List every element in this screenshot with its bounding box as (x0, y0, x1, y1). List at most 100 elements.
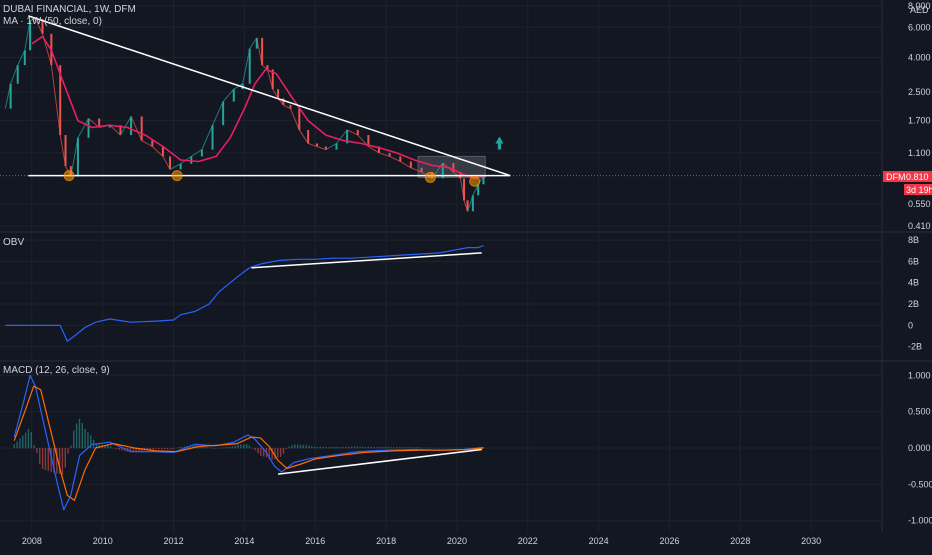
indicator-tick-label: -2B (908, 342, 922, 352)
macd-indicator-label[interactable]: MACD (12, 26, close, 9) (3, 365, 110, 376)
x-tick-label: 2020 (447, 536, 467, 546)
macd-histogram-bar (294, 444, 295, 448)
price-tick-label: 1.100 (908, 148, 931, 158)
macd-histogram-bar (342, 447, 343, 448)
x-tick-label: 2030 (801, 536, 821, 546)
macd-histogram-bar (354, 447, 355, 449)
macd-histogram-bar (422, 448, 423, 449)
macd-histogram-bar (240, 445, 241, 449)
macd-histogram-bar (39, 448, 40, 464)
macd-histogram-bar (70, 445, 71, 448)
macd-histogram-bar (399, 447, 400, 448)
macd-histogram-bar (76, 423, 77, 448)
price-tick-label: 4.000 (908, 52, 931, 62)
price-tag-symbol: DFM (886, 172, 906, 182)
macd-histogram-bar (36, 448, 37, 453)
indicator-tick-label: 8B (908, 235, 919, 245)
macd-histogram-bar (73, 431, 74, 449)
macd-histogram-bar (252, 448, 253, 449)
indicator-tick-label: 2B (908, 299, 919, 309)
macd-histogram-bar (388, 447, 389, 448)
macd-histogram-bar (331, 447, 332, 448)
macd-histogram-bar (249, 446, 250, 449)
macd-histogram-bar (407, 447, 408, 448)
macd-histogram-bar (226, 447, 227, 448)
obv-indicator-label[interactable]: OBV (3, 237, 24, 248)
pivot-marker[interactable] (425, 172, 435, 182)
x-tick-label: 2022 (518, 536, 538, 546)
macd-histogram-bar (164, 448, 165, 449)
macd-histogram-bar (215, 448, 216, 449)
macd-histogram-bar (413, 447, 414, 448)
macd-histogram-bar (283, 448, 284, 454)
macd-histogram-bar (14, 444, 15, 448)
macd-histogram-bar (48, 448, 49, 471)
macd-histogram-bar (410, 447, 411, 448)
pivot-marker[interactable] (172, 171, 182, 181)
macd-histogram-bar (334, 447, 335, 448)
indicator-tick-label: 0 (908, 320, 913, 330)
macd-histogram-bar (405, 447, 406, 448)
macd-histogram-bar (229, 447, 230, 449)
ma-indicator-label[interactable]: MA · 1W (50, close, 0) (3, 16, 102, 27)
pivot-marker[interactable] (470, 176, 480, 186)
macd-histogram-bar (396, 447, 397, 448)
x-tick-label: 2028 (730, 536, 750, 546)
price-tick-label: 6.000 (908, 22, 931, 32)
macd-histogram-bar (19, 439, 20, 449)
price-tick-label: 2.500 (908, 87, 931, 97)
macd-histogram-bar (118, 448, 119, 450)
macd-histogram-bar (300, 445, 301, 449)
macd-histogram-bar (382, 447, 383, 448)
macd-histogram-bar (337, 447, 338, 448)
macd-histogram-bar (308, 446, 309, 449)
macd-histogram-bar (16, 441, 17, 448)
macd-histogram-bar (257, 448, 258, 453)
macd-histogram-bar (33, 445, 34, 448)
macd-histogram-bar (402, 447, 403, 448)
macd-histogram-bar (116, 448, 117, 449)
macd-histogram-bar (419, 447, 420, 448)
macd-histogram-bar (84, 429, 85, 449)
macd-histogram-bar (31, 432, 32, 448)
macd-histogram-bar (317, 447, 318, 448)
macd-histogram-bar (376, 447, 377, 448)
macd-histogram-bar (368, 447, 369, 448)
macd-histogram-bar (339, 447, 340, 448)
macd-histogram-bar (206, 447, 207, 448)
macd-histogram-bar (152, 448, 153, 449)
macd-histogram-bar (42, 448, 43, 469)
macd-histogram-bar (424, 448, 425, 449)
macd-histogram-bar (280, 448, 281, 457)
symbol-title[interactable]: DUBAI FINANCIAL, 1W, DFM (3, 4, 136, 15)
price-tick-label: 0.550 (908, 199, 931, 209)
macd-histogram-bar (467, 448, 468, 449)
indicator-tick-label: 4B (908, 278, 919, 288)
currency-label: AED (910, 5, 929, 15)
macd-histogram-bar (320, 447, 321, 448)
macd-histogram-bar (167, 448, 168, 449)
x-tick-label: 2018 (376, 536, 396, 546)
macd-histogram-bar (223, 447, 224, 448)
macd-histogram-bar (322, 447, 323, 448)
price-tag-value: 0.810 (906, 172, 929, 182)
macd-histogram-bar (427, 448, 428, 449)
macd-histogram-bar (291, 445, 292, 448)
indicator-tick-label: -1.000 (908, 516, 932, 526)
pivot-marker[interactable] (64, 171, 74, 181)
macd-histogram-bar (45, 448, 46, 470)
x-tick-label: 2010 (93, 536, 113, 546)
macd-histogram-bar (393, 447, 394, 448)
macd-histogram-bar (303, 445, 304, 448)
macd-histogram-bar (351, 447, 352, 449)
macd-histogram-bar (254, 448, 255, 450)
macd-histogram-bar (345, 447, 346, 449)
macd-histogram-bar (288, 447, 289, 449)
macd-histogram-bar (82, 423, 83, 448)
macd-histogram-bar (232, 446, 233, 448)
macd-histogram-bar (260, 448, 261, 456)
indicator-tick-label: 6B (908, 256, 919, 266)
indicator-tick-label: 0.500 (908, 407, 931, 417)
